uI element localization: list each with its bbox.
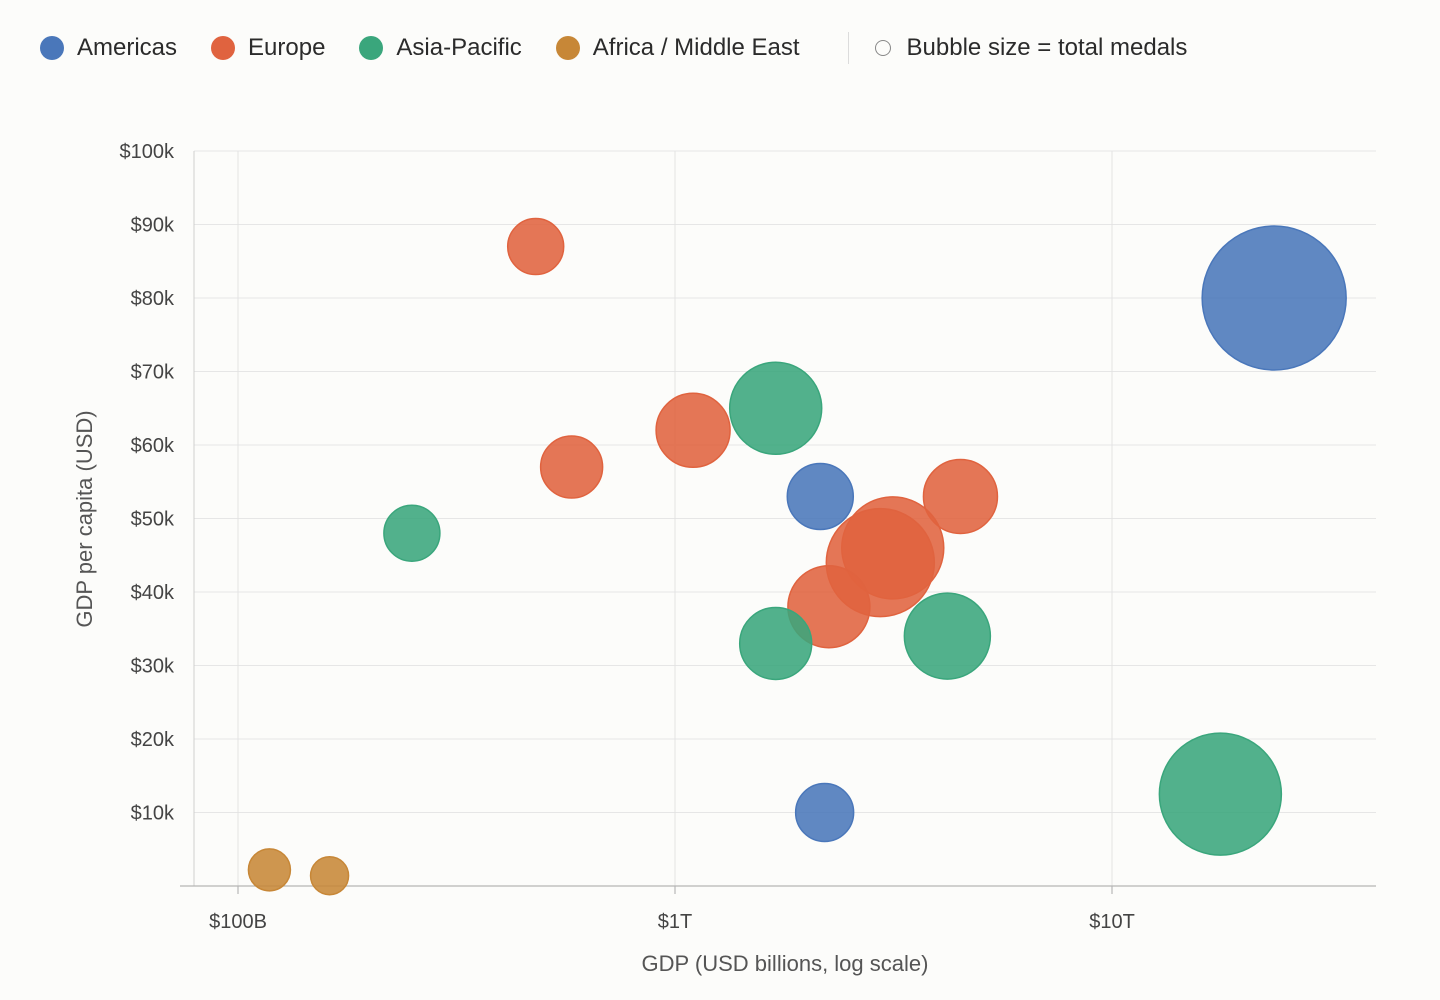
chart-tick-labels: $10k $20k $30k $40k $50k $60k $70k $80k $90k $100… xyxy=(120,141,1135,933)
chart-bubbles xyxy=(247,217,1347,896)
bubble-asia-pacific-2[interactable] xyxy=(738,606,813,681)
x-tick-label-0: $100B xyxy=(209,911,267,933)
bubble-africa-middle-east-0[interactable] xyxy=(247,848,292,892)
legend-label-europe: Europe xyxy=(248,34,326,61)
y-tick-label-1: $20k xyxy=(131,729,175,751)
y-tick-label-0: $10k xyxy=(131,803,175,825)
y-tick-label-4: $50k xyxy=(131,509,175,531)
bubble-europe-1[interactable] xyxy=(655,392,731,469)
bubble-asia-pacific-3[interactable] xyxy=(903,592,992,680)
y-tick-label-7: $80k xyxy=(131,288,175,310)
chart-legend: Americas Europe Asia-Pacific Africa / Mi… xyxy=(40,30,1221,66)
legend-swatch-africa-middle-east xyxy=(555,36,580,60)
legend-size-note: Bubble size = total medals xyxy=(874,34,1188,62)
bubble-asia-pacific-0[interactable] xyxy=(728,361,823,455)
legend-item-europe[interactable]: Europe xyxy=(211,34,325,62)
hollow-circle-icon xyxy=(874,40,891,56)
legend-divider xyxy=(847,32,849,64)
legend-swatch-europe xyxy=(211,36,236,60)
bubble-asia-pacific-4[interactable] xyxy=(1158,732,1283,856)
y-tick-label-2: $30k xyxy=(131,656,175,678)
bubble-americas-2[interactable] xyxy=(794,782,855,843)
y-tick-label-8: $90k xyxy=(131,215,175,237)
legend-item-africa-middle-east[interactable]: Africa / Middle East xyxy=(555,34,800,62)
x-tick-label-2: $10T xyxy=(1089,911,1135,933)
y-tick-label-5: $60k xyxy=(131,435,175,457)
bubble-americas-1[interactable] xyxy=(786,462,855,531)
legend-label-africa-middle-east: Africa / Middle East xyxy=(592,34,800,61)
y-tick-label-3: $40k xyxy=(131,582,175,604)
legend-size-note-label: Bubble size = total medals xyxy=(906,34,1188,61)
legend-swatch-asia-pacific xyxy=(359,36,384,60)
y-axis-label: GDP per capita (USD) xyxy=(72,410,97,627)
legend-item-americas[interactable]: Americas xyxy=(40,34,177,62)
chart-axes xyxy=(180,151,1376,894)
legend-label-asia-pacific: Asia-Pacific xyxy=(396,34,522,61)
y-tick-label-6: $70k xyxy=(131,362,175,384)
bubble-africa-middle-east-1[interactable] xyxy=(309,855,350,896)
legend-item-asia-pacific[interactable]: Asia-Pacific xyxy=(359,34,522,62)
x-tick-label-1: $1T xyxy=(658,911,692,933)
legend-label-americas: Americas xyxy=(77,34,178,61)
bubble-europe-0[interactable] xyxy=(506,217,565,276)
x-axis-label: GDP (USD billions, log scale) xyxy=(642,951,929,976)
bubble-asia-pacific-1[interactable] xyxy=(383,504,441,562)
bubble-europe-3[interactable] xyxy=(922,458,999,535)
bubble-europe-2[interactable] xyxy=(539,435,604,499)
y-tick-label-9: $100k xyxy=(120,141,175,163)
bubble-americas-0[interactable] xyxy=(1201,225,1347,371)
legend-swatch-americas xyxy=(40,36,64,60)
